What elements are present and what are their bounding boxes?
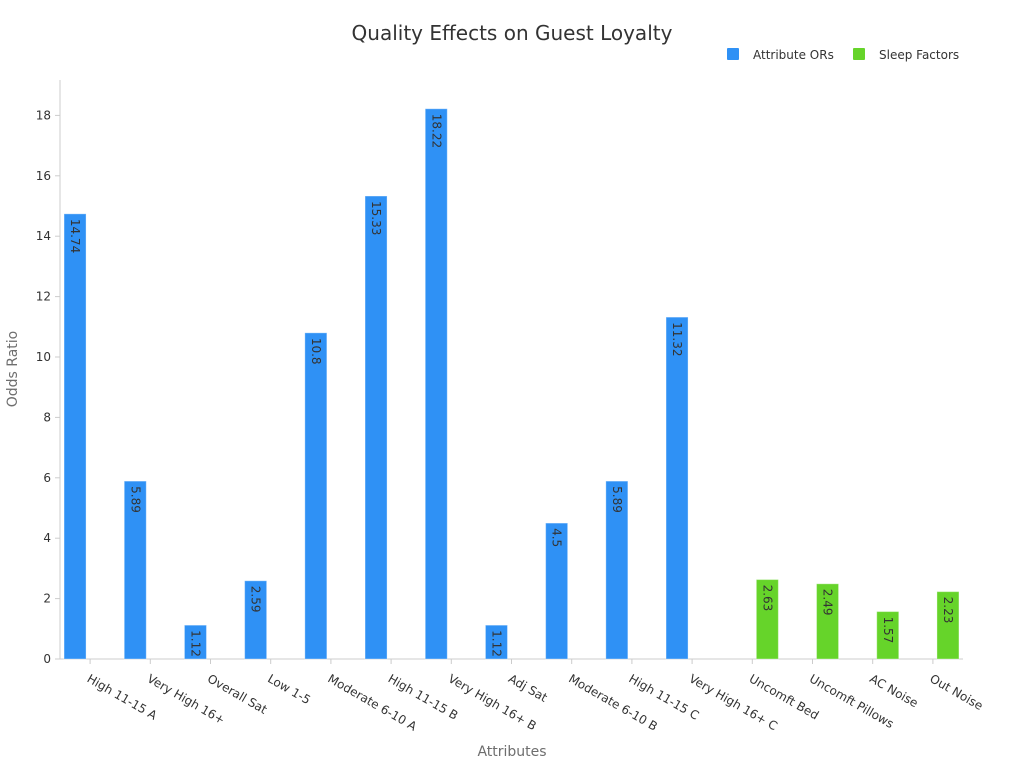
x-tick-label-low-1-5: Low 1-5 — [265, 671, 313, 707]
bar-value-label-very-high-16-b: 18.22 — [429, 114, 443, 148]
x-tick-label-ac-noise: AC Noise — [867, 671, 920, 710]
bar-value-label-adj-sat: 1.12 — [489, 630, 503, 657]
bar-value-label-moderate-6-10-b: 4.5 — [550, 528, 564, 547]
y-tick-label: 16 — [36, 169, 51, 183]
legend-label-sleep-factors: Sleep Factors — [879, 48, 959, 62]
y-tick-label: 6 — [43, 471, 51, 485]
bar-attribute-ors-moderate-6-10-b — [545, 522, 569, 660]
bar-value-label-ac-noise: 1.57 — [881, 617, 895, 644]
bar-value-label-high-11-15-c: 5.89 — [610, 486, 624, 513]
bar-value-label-very-high-16-c: 11.32 — [670, 322, 684, 356]
bar-labels-group: 14.74 5.89 1.12 2.59 10.8 15.33 18.22 1.12 4.5 5.… — [68, 114, 955, 657]
bar-value-label-overall-sat: 1.12 — [188, 630, 202, 657]
bar-sleep-factors-ac-noise — [876, 611, 900, 660]
y-tick-label: 12 — [36, 290, 51, 304]
y-tick-label: 14 — [36, 229, 51, 243]
bar-attribute-ors-overall-sat — [183, 624, 207, 660]
chart-title: Quality Effects on Guest Loyalty — [352, 21, 673, 45]
bar-attribute-ors-very-high-16-c — [665, 316, 689, 660]
bar-attribute-ors-very-high-16-b — [424, 108, 448, 660]
bar-value-label-low-1-5: 2.59 — [249, 586, 263, 613]
x-axis-title: Attributes — [477, 744, 546, 760]
bar-sleep-factors-uncomft-bed — [755, 579, 779, 660]
y-tick-label: 18 — [36, 108, 51, 122]
y-tick-label: 2 — [43, 592, 51, 606]
bar-sleep-factors-uncomft-pillows — [816, 583, 840, 660]
bar-attribute-ors-low-1-5 — [244, 580, 268, 660]
y-axis: 0 2 4 6 8 10 12 14 16 18 — [36, 80, 61, 666]
bar-value-label-moderate-6-10-a: 10.8 — [309, 338, 323, 365]
bar-value-label-very-high-16: 5.89 — [128, 486, 142, 513]
x-tick-label-adj-sat: Adj Sat — [506, 671, 550, 704]
legend-label-attribute-ors: Attribute ORs — [753, 48, 834, 62]
legend-swatch-attribute-ors — [727, 48, 739, 60]
bar-attribute-ors-high-11-15-a — [63, 213, 87, 660]
bar-value-label-high-11-15-a: 14.74 — [68, 219, 82, 253]
y-tick-label: 8 — [43, 410, 51, 424]
bar-attribute-ors-very-high-16 — [123, 480, 147, 660]
bar-attribute-ors-moderate-6-10-a — [304, 332, 328, 660]
bar-attribute-ors-high-11-15-b — [364, 195, 388, 660]
legend-swatch-sleep-factors — [853, 48, 865, 60]
bar-value-label-uncomft-bed: 2.63 — [760, 585, 774, 612]
chart-legend: Attribute ORs Sleep Factors — [727, 48, 959, 62]
bar-value-label-high-11-15-b: 15.33 — [369, 201, 383, 235]
bar-sleep-factors-out-noise — [936, 591, 960, 660]
x-tick-label-out-noise: Out Noise — [927, 671, 985, 713]
y-tick-label: 0 — [43, 652, 51, 666]
bar-value-label-uncomft-pillows: 2.49 — [821, 589, 835, 616]
y-tick-label: 4 — [43, 531, 51, 545]
bar-attribute-ors-high-11-15-c — [605, 480, 629, 660]
bar-attribute-ors-adj-sat — [484, 624, 508, 660]
y-tick-label: 10 — [36, 350, 51, 364]
bar-value-label-out-noise: 2.23 — [941, 597, 955, 624]
y-axis-title: Odds Ratio — [5, 331, 21, 407]
bars-group — [63, 108, 960, 660]
